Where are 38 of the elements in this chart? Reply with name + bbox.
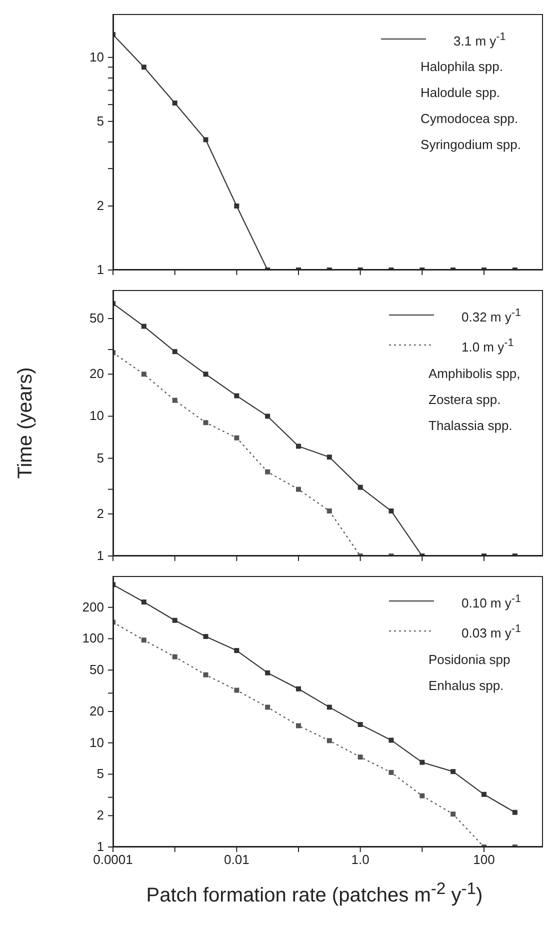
- x-axis-title: Patch formation rate (patches m$^{-2}$ y$^{-1}$): [145, 879, 484, 908]
- annotation: Amphibolis spp,: [428, 364, 521, 383]
- y-tick-label: 100: [82, 630, 104, 646]
- y-tick-label: 10: [90, 408, 104, 424]
- y-tick-label: 5: [96, 766, 104, 782]
- x-tick-label: 1.0: [351, 852, 370, 867]
- x-tick-label: 0.0001: [93, 852, 133, 867]
- y-tick-label: 20: [90, 366, 104, 382]
- y-tick-label: 2: [96, 808, 104, 823]
- legend-label: 1.0 m y$^{-1}$: [462, 336, 514, 357]
- x-tick-label: 0.01: [224, 852, 250, 867]
- annotation: Thalassia spp.: [428, 416, 514, 435]
- y-tick-label: 50: [90, 310, 104, 326]
- y-axis-title: Time (years): [14, 367, 38, 479]
- y-tick-label: 1: [96, 262, 104, 277]
- annotation: Posidonia spp: [428, 650, 512, 669]
- annotation: Cymodocea spp.: [420, 110, 520, 128]
- y-tick-label: 200: [82, 599, 104, 614]
- legend-label: 3.1 m y$^{-1}$: [454, 30, 506, 50]
- y-tick-label: 2: [96, 506, 104, 521]
- y-tick-label: 10: [90, 734, 104, 750]
- annotation: Halodule spp.: [420, 84, 502, 102]
- y-tick-label: 50: [90, 662, 104, 678]
- annotation: Syringodium spp.: [420, 136, 521, 154]
- y-tick-label: 10: [90, 49, 104, 64]
- y-tick-label: 1: [96, 548, 104, 563]
- y-tick-label: 5: [96, 450, 104, 466]
- legend-label: 0.10 m y$^{-1}$: [462, 592, 521, 612]
- annotation: Enhalus spp.: [428, 676, 505, 695]
- legend-label: 0.32 m y$^{-1}$: [462, 306, 521, 326]
- y-tick-label: 1: [96, 839, 104, 854]
- annotation: Halophila spp.: [420, 58, 504, 76]
- y-tick-label: 5: [96, 113, 104, 128]
- legend-label: 0.03 m y$^{-1}$: [462, 622, 521, 643]
- annotation: Zostera spp.: [428, 390, 502, 409]
- y-tick-label: 20: [90, 704, 104, 718]
- x-tick-label: 100: [473, 852, 495, 867]
- y-tick-label: 2: [96, 198, 104, 213]
